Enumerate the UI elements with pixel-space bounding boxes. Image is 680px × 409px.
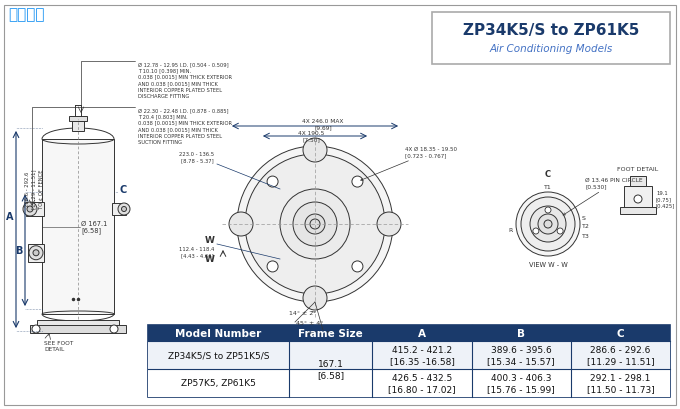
Bar xyxy=(26,202,44,216)
Bar xyxy=(432,13,670,65)
Bar xyxy=(148,325,670,341)
Circle shape xyxy=(110,325,118,333)
Text: 112.4 - 118.4
[4.43 - 4.66]: 112.4 - 118.4 [4.43 - 4.66] xyxy=(179,246,214,258)
Text: 415.2 - 421.2
[16.35 -16.58]: 415.2 - 421.2 [16.35 -16.58] xyxy=(390,345,454,366)
Text: S: S xyxy=(582,216,586,221)
Bar xyxy=(620,207,656,214)
Text: Ø 13.46 PIN CIRCLE
[0.530]: Ø 13.46 PIN CIRCLE [0.530] xyxy=(563,178,643,216)
Circle shape xyxy=(545,207,551,213)
Circle shape xyxy=(310,220,320,229)
Text: 94° ± 5°: 94° ± 5° xyxy=(306,330,334,335)
Bar xyxy=(28,244,44,262)
Circle shape xyxy=(352,177,363,188)
Circle shape xyxy=(32,325,40,333)
Text: B: B xyxy=(517,328,525,338)
Circle shape xyxy=(303,139,327,163)
Text: 4X Ø 18.35 - 19.50
[0.723 - 0.767]: 4X Ø 18.35 - 19.50 [0.723 - 0.767] xyxy=(360,147,457,181)
Text: Model Number: Model Number xyxy=(175,328,262,338)
Circle shape xyxy=(23,202,37,216)
Text: Ø 12.78 - 12.95 I.D. [0.504 - 0.509]
T 10.10 [0.398] MIN.
0.038 [0.0015] MIN THI: Ø 12.78 - 12.95 I.D. [0.504 - 0.509] T 1… xyxy=(138,62,232,99)
Text: ZP57K5, ZP61K5: ZP57K5, ZP61K5 xyxy=(181,379,256,388)
Text: C: C xyxy=(119,185,126,195)
Circle shape xyxy=(538,214,558,234)
Circle shape xyxy=(267,261,278,272)
Text: W: W xyxy=(205,236,215,245)
Circle shape xyxy=(544,220,552,229)
Circle shape xyxy=(33,250,39,256)
Text: C: C xyxy=(545,170,551,179)
Text: FOOT DETAIL: FOOT DETAIL xyxy=(617,166,659,172)
Circle shape xyxy=(303,286,327,310)
Text: Air Conditioning Models: Air Conditioning Models xyxy=(490,44,613,54)
Bar xyxy=(112,204,126,216)
Text: SEE FOOT
DETAIL: SEE FOOT DETAIL xyxy=(44,340,73,351)
Text: Ø 167.1
[6.58]: Ø 167.1 [6.58] xyxy=(81,220,107,234)
Bar xyxy=(630,177,646,187)
Circle shape xyxy=(634,196,642,204)
Text: 389.6 - 395.6
[15.34 - 15.57]: 389.6 - 395.6 [15.34 - 15.57] xyxy=(488,345,555,366)
Text: A: A xyxy=(418,328,426,338)
Circle shape xyxy=(352,261,363,272)
Text: 19.1
[0.75]
[0.425]: 19.1 [0.75] [0.425] xyxy=(656,191,675,208)
Text: 14° ± 2°: 14° ± 2° xyxy=(289,310,317,315)
Bar xyxy=(42,139,114,314)
Circle shape xyxy=(305,214,325,234)
Text: T2: T2 xyxy=(582,224,590,229)
Circle shape xyxy=(533,229,539,234)
Text: ZP34K5/S to ZP61K5: ZP34K5/S to ZP61K5 xyxy=(463,22,639,37)
Text: 4X 190.5
[7.50]: 4X 190.5 [7.50] xyxy=(298,131,324,142)
Circle shape xyxy=(280,189,350,259)
Text: 外形尺寸: 外形尺寸 xyxy=(8,7,44,22)
Text: 4X 246.0 MAX
[9.69]: 4X 246.0 MAX [9.69] xyxy=(303,119,343,130)
Bar xyxy=(30,325,126,333)
Text: 223.0 - 136.5
[8.78 - 5.37]: 223.0 - 136.5 [8.78 - 5.37] xyxy=(179,151,214,163)
Bar xyxy=(72,122,84,132)
Circle shape xyxy=(557,229,563,234)
Circle shape xyxy=(118,204,130,216)
Circle shape xyxy=(521,198,575,252)
Text: 286.6 - 292.6
[11.29 - 11.51]
TO ¢ OF FENCE: 286.6 - 292.6 [11.29 - 11.51] TO ¢ OF FE… xyxy=(25,169,43,208)
Text: Frame Size: Frame Size xyxy=(299,328,363,338)
Text: Ø 22.30 - 22.48 I.D. [0.878 - 0.885]
T 20.4 [0.803] MIN.
0.038 [0.0015] MIN THIC: Ø 22.30 - 22.48 I.D. [0.878 - 0.885] T 2… xyxy=(138,108,232,145)
Text: 167.1
[6.58]: 167.1 [6.58] xyxy=(317,359,344,380)
Circle shape xyxy=(293,202,337,246)
Text: 426.5 - 432.5
[16.80 - 17.02]: 426.5 - 432.5 [16.80 - 17.02] xyxy=(388,373,456,393)
Text: 292.1 - 298.1
[11.50 - 11.73]: 292.1 - 298.1 [11.50 - 11.73] xyxy=(587,373,654,393)
Text: R: R xyxy=(509,228,513,233)
Text: C: C xyxy=(617,328,624,338)
Circle shape xyxy=(530,207,566,243)
Bar xyxy=(148,341,670,369)
Text: 45° ± 4°: 45° ± 4° xyxy=(296,320,324,325)
Bar xyxy=(37,320,119,328)
Text: 400.3 - 406.3
[15.76 - 15.99]: 400.3 - 406.3 [15.76 - 15.99] xyxy=(488,373,555,393)
Bar xyxy=(69,117,87,122)
Text: A: A xyxy=(5,212,13,222)
Text: ZP34K5/S to ZP51K5/S: ZP34K5/S to ZP51K5/S xyxy=(168,351,269,360)
Text: VIEW W - W: VIEW W - W xyxy=(528,261,567,267)
Circle shape xyxy=(245,155,385,294)
Bar xyxy=(624,187,652,214)
Bar xyxy=(148,325,670,397)
Circle shape xyxy=(229,213,253,236)
Text: B: B xyxy=(15,246,22,256)
Text: T3: T3 xyxy=(582,234,590,239)
Text: 286.6 - 292.6
[11.29 - 11.51]: 286.6 - 292.6 [11.29 - 11.51] xyxy=(587,345,654,366)
Circle shape xyxy=(29,246,43,260)
Circle shape xyxy=(237,147,393,302)
Circle shape xyxy=(27,207,33,213)
Bar xyxy=(148,369,670,397)
Circle shape xyxy=(267,177,278,188)
Text: T1: T1 xyxy=(544,184,552,189)
Circle shape xyxy=(516,193,580,256)
Circle shape xyxy=(377,213,401,236)
Circle shape xyxy=(122,207,126,212)
Text: W: W xyxy=(205,254,215,263)
